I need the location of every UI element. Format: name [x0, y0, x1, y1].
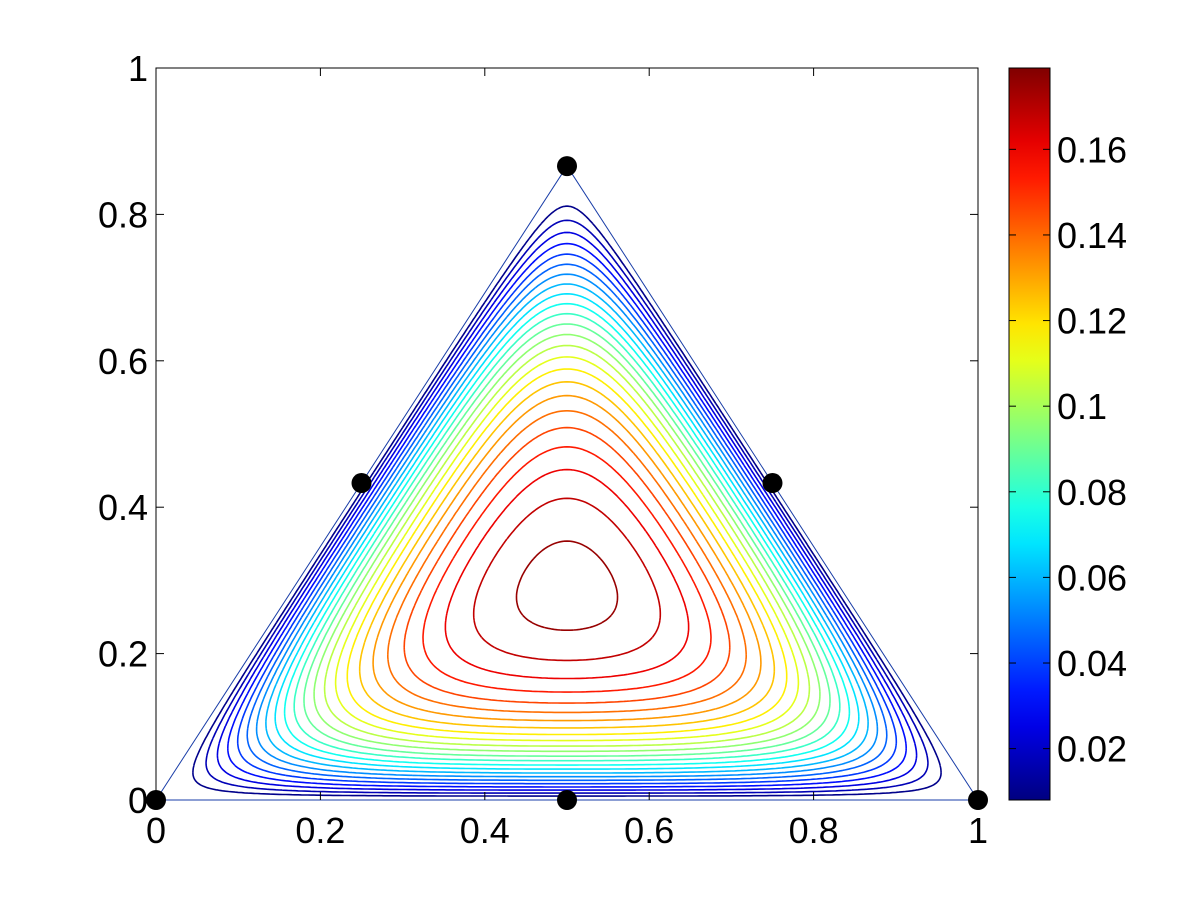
contour-level-17	[358, 381, 776, 729]
colorbar-tick-label: 0.1	[1057, 386, 1107, 427]
contour-level-15	[334, 356, 800, 742]
contour-level-20	[403, 426, 731, 704]
contour-level-21	[422, 446, 712, 693]
y-tick-label: 0.6	[98, 341, 148, 382]
contour-level-4	[227, 242, 907, 788]
contour-level-8	[265, 283, 869, 774]
contour-level-2	[205, 219, 929, 794]
colorbar: 0.02 0.04 0.06 0.08 0.1 0.12 0.14 0.16	[1008, 67, 1127, 801]
y-tick-label: 0.8	[98, 194, 148, 235]
x-tick-label: 0.6	[624, 810, 674, 851]
mesh-nodes	[146, 156, 988, 810]
colorbar-tick-label: 0.06	[1057, 557, 1127, 598]
y-tick-label: 1	[128, 48, 148, 89]
contour-level-16	[346, 368, 788, 736]
contour-level-7	[255, 273, 879, 778]
plot-area: 0 0.2 0.4 0.6 0.8 1 0 0.2 0.4 0.6 0.8 1	[98, 48, 988, 851]
y-tick-label: 0	[128, 780, 148, 821]
contour-lines	[192, 205, 942, 797]
contour-level-13	[313, 333, 821, 753]
mesh-node-5	[762, 473, 783, 494]
x-tick-label: 0.8	[789, 810, 839, 851]
colorbar-tick-label: 0.12	[1057, 301, 1127, 342]
contour-level-1	[192, 205, 942, 797]
contour-level-3	[216, 231, 918, 791]
contour-level-19	[387, 410, 747, 714]
x-tick-label: 0.4	[460, 810, 510, 851]
mesh-node-2	[557, 790, 577, 810]
x-tick-label: 0.2	[295, 810, 345, 851]
contour-level-11	[293, 312, 841, 762]
colorbar-ticks: 0.02 0.04 0.06 0.08 0.1 0.12 0.14 0.16	[1009, 129, 1127, 770]
contour-level-23	[472, 497, 662, 662]
colorbar-tick-label: 0.04	[1057, 643, 1127, 684]
contour-level-22	[444, 468, 690, 680]
colorbar-tick-label: 0.16	[1057, 129, 1127, 170]
y-tick-label: 0.4	[98, 487, 148, 528]
colorbar-tick-label: 0.08	[1057, 472, 1127, 513]
x-tick-label: 0	[146, 810, 166, 851]
y-tick-label: 0.2	[98, 634, 148, 675]
mesh-node-6	[557, 156, 577, 177]
colorbar-tick-label: 0.02	[1057, 729, 1127, 770]
y-axis-ticks: 0 0.2 0.4 0.6 0.8 1	[98, 48, 978, 821]
contour-level-18	[372, 394, 762, 722]
colorbar-scale	[1008, 67, 1051, 801]
contour-level-24	[515, 540, 619, 631]
contour-level-6	[246, 263, 888, 782]
contour-level-5	[236, 253, 898, 785]
x-axis-ticks: 0 0.2 0.4 0.6 0.8 1	[146, 68, 988, 851]
contour-level-12	[303, 323, 831, 757]
axes-box	[155, 67, 979, 801]
colorbar-tick-label: 0.14	[1057, 215, 1127, 256]
mesh-node-4	[351, 473, 372, 494]
contour-level-14	[323, 344, 811, 747]
contour-level-9	[274, 293, 860, 770]
contour-level-10	[283, 302, 851, 766]
x-tick-label: 1	[968, 810, 988, 851]
